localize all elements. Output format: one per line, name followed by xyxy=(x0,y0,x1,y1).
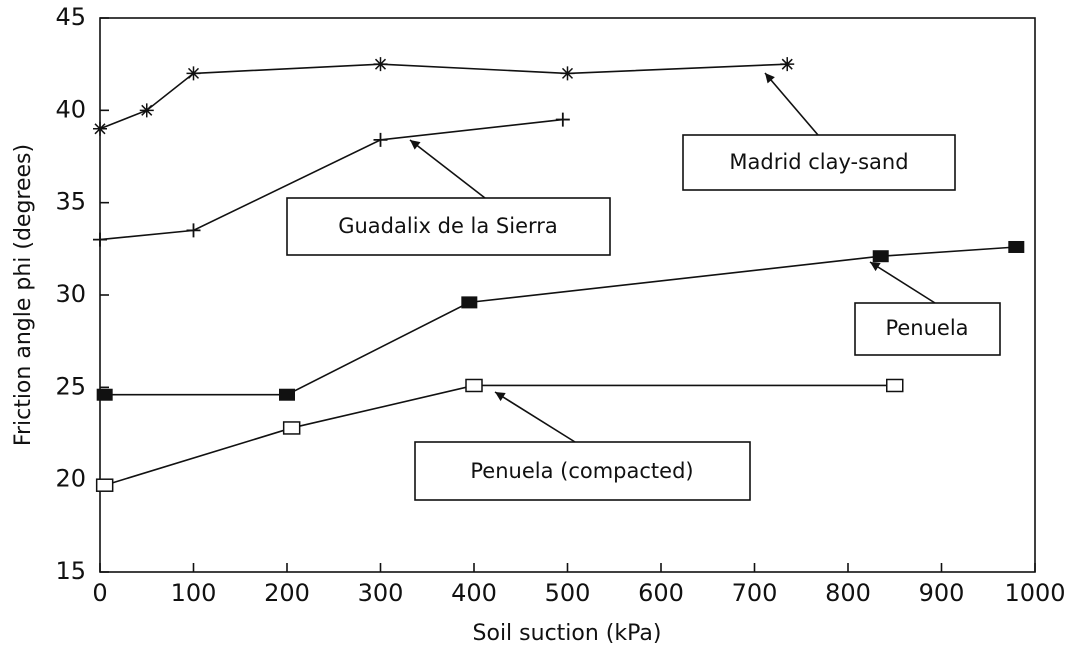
annotation-box xyxy=(854,302,1001,356)
data-point xyxy=(139,103,154,118)
data-point xyxy=(373,57,388,72)
annotation-box xyxy=(286,197,611,256)
annotation: Penuela xyxy=(854,261,1001,356)
y-tick-label: 15 xyxy=(55,557,86,585)
data-point xyxy=(461,296,478,309)
series xyxy=(96,240,1025,401)
annotation: Penuela (compacted) xyxy=(414,391,751,501)
x-tick-label: 400 xyxy=(451,579,497,607)
y-tick-label: 20 xyxy=(55,465,86,493)
data-point xyxy=(93,121,107,136)
data-point xyxy=(279,388,295,401)
x-tick-label: 100 xyxy=(171,579,217,607)
x-tick-label: 700 xyxy=(732,579,778,607)
x-tick-label: 900 xyxy=(919,579,965,607)
annotation-arrow xyxy=(869,261,936,304)
x-tick-label: 800 xyxy=(825,579,871,607)
x-tick-label: 600 xyxy=(638,579,684,607)
annotation-text: Penuela xyxy=(885,316,968,340)
y-axis-label: Friction angle phi (degrees) xyxy=(11,144,36,446)
annotation-arrow xyxy=(494,391,576,443)
annotation-arrow xyxy=(409,139,486,199)
data-point xyxy=(373,132,388,147)
y-tick-label: 40 xyxy=(55,95,86,123)
y-tick-label: 35 xyxy=(55,188,86,216)
data-point xyxy=(1008,240,1025,253)
annotation-box xyxy=(414,441,751,501)
y-tick-label: 25 xyxy=(55,372,86,400)
annotation-text: Guadalix de la Sierra xyxy=(338,214,558,238)
data-point xyxy=(95,478,114,492)
y-tick-label: 30 xyxy=(55,280,86,308)
data-point xyxy=(560,66,575,81)
data-point xyxy=(96,388,113,401)
x-tick-label: 500 xyxy=(545,579,591,607)
x-tick-label: 0 xyxy=(92,579,107,607)
x-tick-label: 1000 xyxy=(1004,579,1065,607)
x-tick-label: 300 xyxy=(358,579,404,607)
series xyxy=(95,378,904,492)
annotation: Guadalix de la Sierra xyxy=(286,139,611,256)
data-point xyxy=(93,232,107,247)
data-point xyxy=(780,57,795,72)
data-point xyxy=(186,66,201,81)
data-point xyxy=(886,378,904,393)
x-axis-label: Soil suction (kPa) xyxy=(473,621,662,646)
annotation-box xyxy=(682,134,956,191)
series xyxy=(93,112,570,247)
series xyxy=(93,57,795,136)
data-point xyxy=(465,378,483,393)
series-line xyxy=(104,384,895,486)
annotation-text: Madrid clay-sand xyxy=(729,150,908,174)
y-tick-label: 45 xyxy=(55,3,86,31)
data-point xyxy=(555,112,570,127)
series-line xyxy=(99,63,788,130)
annotation-arrow xyxy=(764,72,819,136)
x-tick-label: 200 xyxy=(264,579,310,607)
annotation-text: Penuela (compacted) xyxy=(470,459,693,483)
data-point xyxy=(872,250,889,263)
data-point xyxy=(282,421,301,435)
series-line xyxy=(99,118,563,241)
data-point xyxy=(186,223,201,238)
annotation: Madrid clay-sand xyxy=(682,72,956,191)
